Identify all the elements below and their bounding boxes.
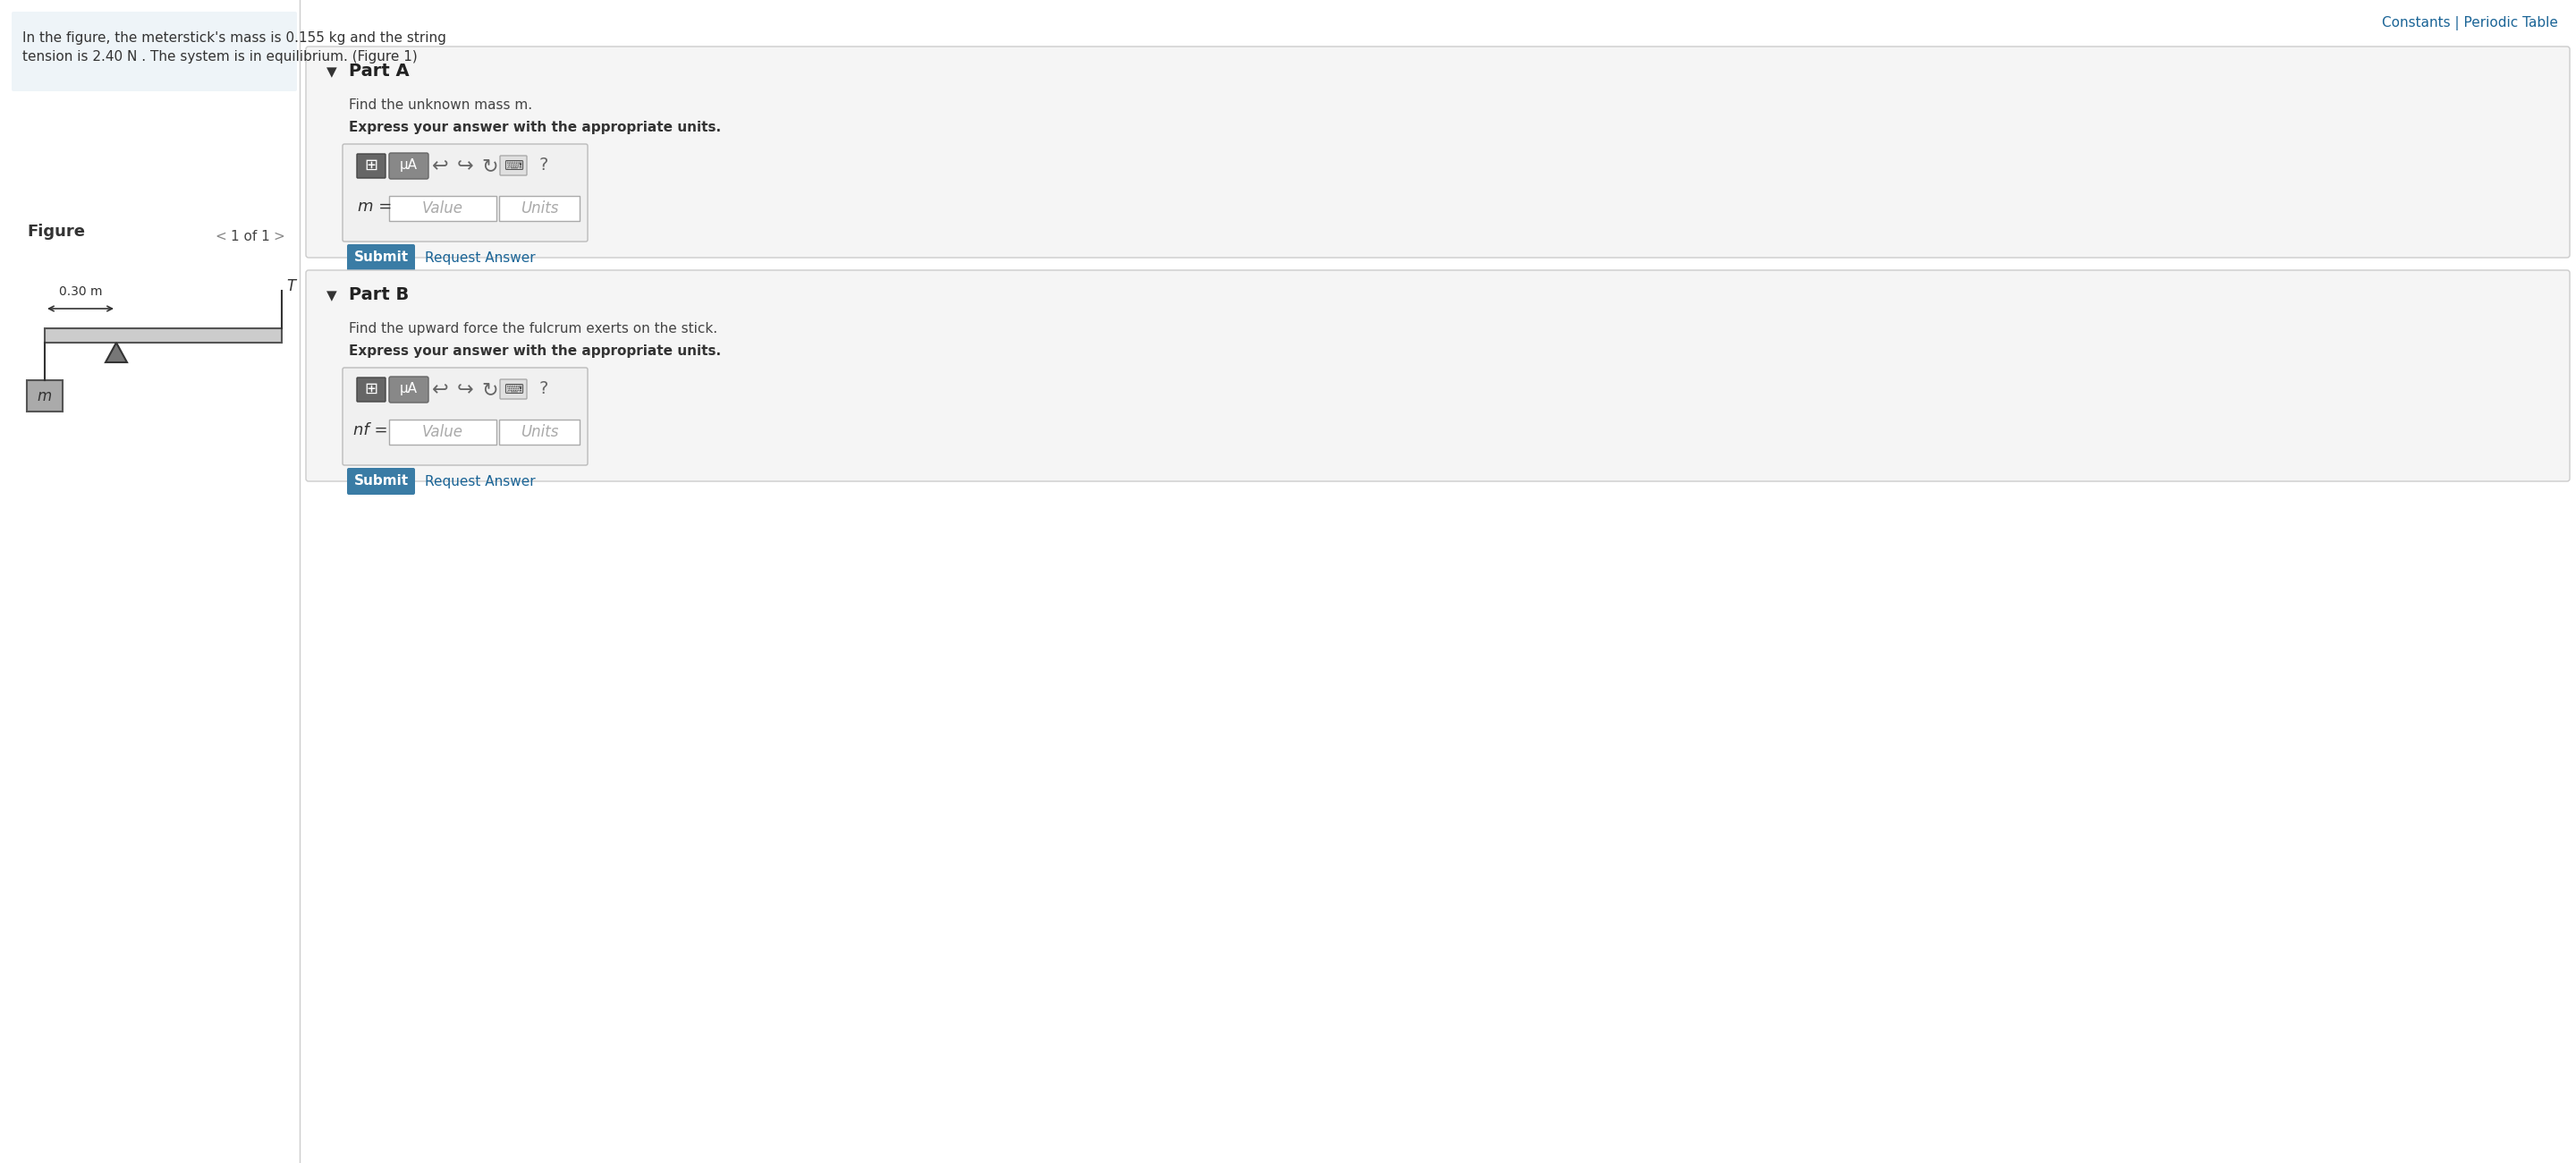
Text: Figure: Figure — [26, 223, 85, 240]
Text: ↩: ↩ — [433, 381, 448, 399]
Text: Request Answer: Request Answer — [425, 251, 536, 264]
Text: μA: μA — [399, 159, 417, 172]
Text: ⊞: ⊞ — [363, 157, 379, 173]
FancyBboxPatch shape — [307, 270, 2571, 481]
Text: >: > — [273, 230, 283, 243]
Text: μA: μA — [399, 383, 417, 395]
FancyBboxPatch shape — [500, 195, 580, 221]
Text: ⌨: ⌨ — [502, 159, 523, 172]
FancyBboxPatch shape — [389, 377, 428, 402]
Bar — [44, 328, 281, 343]
Text: Part B: Part B — [348, 286, 410, 304]
FancyBboxPatch shape — [500, 379, 528, 399]
Text: ↻: ↻ — [482, 157, 500, 176]
FancyBboxPatch shape — [500, 156, 528, 176]
Text: m =: m = — [358, 199, 392, 215]
Text: nf =: nf = — [353, 422, 389, 438]
Bar — [26, 380, 62, 412]
Text: Find the unknown mass m.: Find the unknown mass m. — [348, 99, 533, 112]
Text: ⊞: ⊞ — [363, 381, 379, 398]
FancyBboxPatch shape — [389, 154, 428, 179]
Text: Submit: Submit — [353, 251, 410, 264]
Text: T: T — [286, 278, 296, 294]
Text: Express your answer with the appropriate units.: Express your answer with the appropriate… — [348, 344, 721, 358]
Text: m: m — [39, 388, 52, 405]
Text: ↪: ↪ — [456, 157, 474, 176]
FancyBboxPatch shape — [343, 368, 587, 465]
FancyBboxPatch shape — [358, 154, 386, 178]
FancyBboxPatch shape — [343, 144, 587, 242]
Text: Request Answer: Request Answer — [425, 475, 536, 488]
FancyBboxPatch shape — [358, 378, 386, 401]
Text: Submit: Submit — [353, 475, 410, 488]
FancyBboxPatch shape — [389, 195, 497, 221]
Text: ▼: ▼ — [327, 288, 337, 302]
Text: ↻: ↻ — [482, 381, 500, 399]
Text: ↩: ↩ — [433, 157, 448, 176]
Text: Value: Value — [422, 200, 464, 216]
FancyBboxPatch shape — [500, 420, 580, 444]
FancyBboxPatch shape — [348, 244, 415, 271]
Text: 0.30 m: 0.30 m — [59, 285, 103, 298]
Text: Units: Units — [520, 200, 559, 216]
Text: ?: ? — [538, 157, 549, 174]
Text: In the figure, the meterstick's mass is 0.155 kg and the string
tension is 2.40 : In the figure, the meterstick's mass is … — [23, 31, 446, 64]
Text: Value: Value — [422, 424, 464, 440]
Text: ↪: ↪ — [456, 381, 474, 399]
Text: ?: ? — [538, 380, 549, 398]
Text: 1 of 1: 1 of 1 — [232, 230, 270, 243]
FancyBboxPatch shape — [389, 420, 497, 444]
Text: <: < — [214, 230, 227, 243]
Polygon shape — [106, 343, 126, 363]
FancyBboxPatch shape — [307, 47, 2571, 258]
FancyBboxPatch shape — [348, 468, 415, 494]
Text: Express your answer with the appropriate units.: Express your answer with the appropriate… — [348, 121, 721, 134]
Text: ⌨: ⌨ — [502, 383, 523, 395]
Text: Constants | Periodic Table: Constants | Periodic Table — [2383, 16, 2558, 30]
FancyBboxPatch shape — [13, 12, 296, 91]
Text: Part A: Part A — [348, 63, 410, 79]
Text: Find the upward force the fulcrum exerts on the stick.: Find the upward force the fulcrum exerts… — [348, 322, 719, 335]
Text: ▼: ▼ — [327, 65, 337, 79]
Text: Units: Units — [520, 424, 559, 440]
